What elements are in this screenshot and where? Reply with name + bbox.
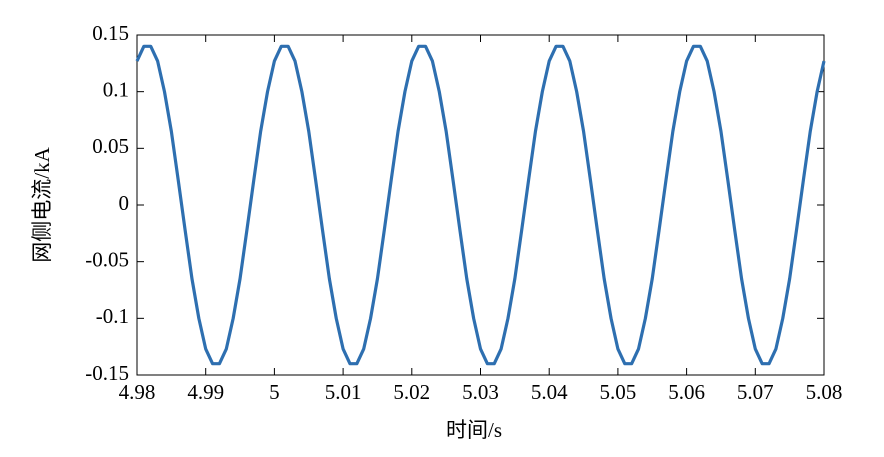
- data-line: [135, 44, 826, 366]
- x-tick-label: 4.99: [187, 380, 224, 404]
- x-tick-label: 5.05: [600, 380, 637, 404]
- x-tick-label: 5: [269, 380, 280, 404]
- x-tick-label: 5.02: [393, 380, 430, 404]
- x-tick-label: 5.08: [806, 380, 843, 404]
- y-tick-label: 0.15: [92, 21, 129, 45]
- x-tick-label: 5.03: [462, 380, 499, 404]
- y-tick-label: 0.05: [92, 134, 129, 158]
- x-tick-label: 5.07: [737, 380, 774, 404]
- x-tick-label: 5.04: [531, 380, 568, 404]
- x-axis-label: 时间/s: [446, 418, 502, 442]
- y-tick-label: 0: [119, 191, 130, 215]
- plot-frame: [136, 34, 825, 376]
- y-tick-label: -0.05: [85, 247, 129, 271]
- x-tick-label: 5.01: [325, 380, 362, 404]
- x-tick-label: 5.06: [668, 380, 705, 404]
- x-tick-label: 4.98: [119, 380, 156, 404]
- y-tick-label: 0.1: [103, 77, 129, 101]
- y-tick-label: -0.1: [96, 304, 129, 328]
- y-axis-label: 网侧电流/kA: [30, 146, 54, 262]
- y-tick-label: -0.15: [85, 361, 129, 385]
